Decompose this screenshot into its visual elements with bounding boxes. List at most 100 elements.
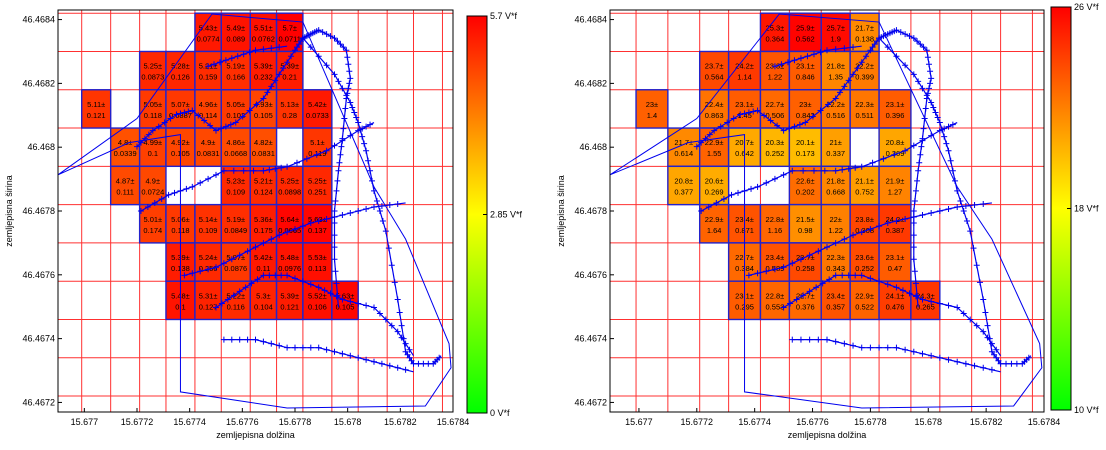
gps-point-marker — [331, 348, 338, 355]
cell-std-label: 0.399 — [855, 73, 874, 82]
colorbar-tick-label: 2.85 V*f — [490, 210, 523, 220]
gps-point-marker — [845, 165, 852, 172]
cell-std-label: 0.506 — [766, 111, 785, 120]
gps-point-marker — [698, 208, 705, 214]
gps-point-marker — [902, 62, 909, 69]
gps-point-marker — [876, 223, 883, 230]
cell-std-label: 0.0339 — [114, 149, 137, 158]
gps-point-marker — [297, 38, 304, 45]
gps-point-marker — [299, 223, 306, 230]
gps-point-marker — [211, 61, 218, 68]
gps-point-marker — [141, 135, 148, 142]
cell-std-label: 0.752 — [855, 187, 874, 196]
gps-point-marker — [240, 167, 247, 174]
gps-point-marker — [252, 336, 259, 343]
gps-point-marker — [345, 85, 352, 92]
cell-mean-label: 21.9± — [886, 176, 905, 185]
cell-std-label: 1.16 — [768, 226, 783, 235]
cell-std-label: 1.64 — [707, 226, 722, 235]
cell-mean-label: 5.39± — [254, 62, 273, 71]
gps-point-marker — [134, 143, 140, 150]
gps-point-marker — [852, 272, 859, 279]
gps-point-marker — [850, 71, 857, 78]
gps-point-marker — [189, 183, 196, 190]
gps-point-marker — [784, 59, 791, 66]
gps-point-marker — [361, 140, 368, 147]
gps-point-marker — [858, 344, 865, 351]
cell-mean-label: 5.25± — [308, 176, 327, 185]
gps-point-marker — [402, 340, 409, 347]
gps-point-marker — [344, 90, 351, 97]
cell-mean-label: 5.28± — [171, 62, 190, 71]
cell-std-label: 1.55 — [707, 149, 722, 158]
cell-std-label: 1.9 — [830, 34, 840, 43]
gps-point-marker — [242, 284, 249, 291]
cell-std-label: 0.522 — [855, 302, 874, 311]
gps-point-marker — [912, 280, 919, 287]
gps-point-marker — [821, 167, 828, 174]
gps-point-marker — [177, 110, 184, 117]
gps-point-marker — [376, 310, 383, 317]
gps-point-marker — [871, 41, 878, 48]
cell-mean-label: 5.19± — [226, 215, 245, 224]
gps-point-marker — [927, 68, 934, 75]
gps-point-marker — [213, 304, 219, 311]
cell-std-label: 0.511 — [856, 111, 874, 120]
cell-mean-label: 22.9± — [855, 291, 874, 300]
gps-point-marker — [404, 351, 411, 358]
gps-point-marker — [897, 29, 904, 36]
heatmap-cell: 22.8± 1.16 — [759, 203, 791, 244]
gps-point-marker — [307, 281, 314, 288]
cell-mean-label: 25.9± — [796, 23, 815, 32]
cell-std-label: 0.174 — [143, 226, 162, 235]
cell-std-label: 0.553 — [766, 302, 785, 311]
gps-point-marker — [817, 49, 824, 56]
cell-std-label: 0.562 — [796, 34, 815, 43]
gps-point-marker — [276, 71, 283, 78]
gps-point-marker — [230, 167, 237, 174]
gps-point-marker — [299, 278, 306, 285]
gps-point-marker — [406, 346, 413, 353]
gps-point-marker — [201, 117, 208, 124]
gps-point-marker — [854, 65, 861, 72]
heatmap-cell: 22.9± 1.55 — [698, 127, 730, 168]
cell-mean-label: 22.6± — [796, 176, 815, 185]
y-tick-label: 46.4672 — [22, 397, 55, 407]
gps-point-marker — [244, 248, 251, 255]
cell-mean-label: 23.7± — [705, 62, 724, 71]
gps-point-marker — [171, 189, 178, 196]
gps-point-marker — [867, 344, 874, 351]
gps-point-marker — [713, 199, 720, 206]
gps-point-marker — [205, 175, 212, 182]
gps-point-marker — [945, 147, 952, 154]
gps-point-marker — [331, 220, 338, 227]
gps-point-marker — [810, 51, 817, 58]
gps-point-marker — [737, 111, 744, 118]
cell-std-label: 0.11 — [256, 264, 270, 273]
cell-mean-label: 23.6± — [855, 253, 874, 262]
gps-point-marker — [278, 164, 285, 171]
gps-point-marker — [365, 157, 372, 164]
y-axis-ticks: 46.4672 46.4674 46.4676 46.4678 46.468 46.468… — [574, 15, 614, 407]
gps-point-marker — [880, 155, 887, 162]
cell-mean-label: 4.87± — [116, 176, 135, 185]
cell-fill — [878, 89, 912, 129]
gps-point-marker — [276, 342, 283, 349]
cell-mean-label: 5.49± — [226, 23, 245, 32]
gps-point-marker — [266, 272, 273, 279]
gps-point-marker — [230, 292, 237, 299]
gps-point-marker — [339, 296, 346, 303]
gps-point-marker — [315, 218, 322, 225]
gps-point-marker — [943, 140, 950, 147]
gps-point-marker — [941, 125, 948, 132]
heatmap-cell: 5.63± 0.105 — [331, 280, 359, 321]
gps-point-marker — [293, 44, 300, 51]
gps-point-marker — [806, 288, 813, 295]
gps-point-marker — [260, 338, 267, 345]
gps-point-marker — [893, 284, 900, 291]
cell-mean-label: 20.6± — [705, 176, 724, 185]
gps-point-marker — [353, 114, 360, 121]
gps-point-marker — [236, 252, 243, 259]
gps-point-marker — [177, 187, 184, 194]
cell-mean-label: 5.19± — [226, 62, 245, 71]
